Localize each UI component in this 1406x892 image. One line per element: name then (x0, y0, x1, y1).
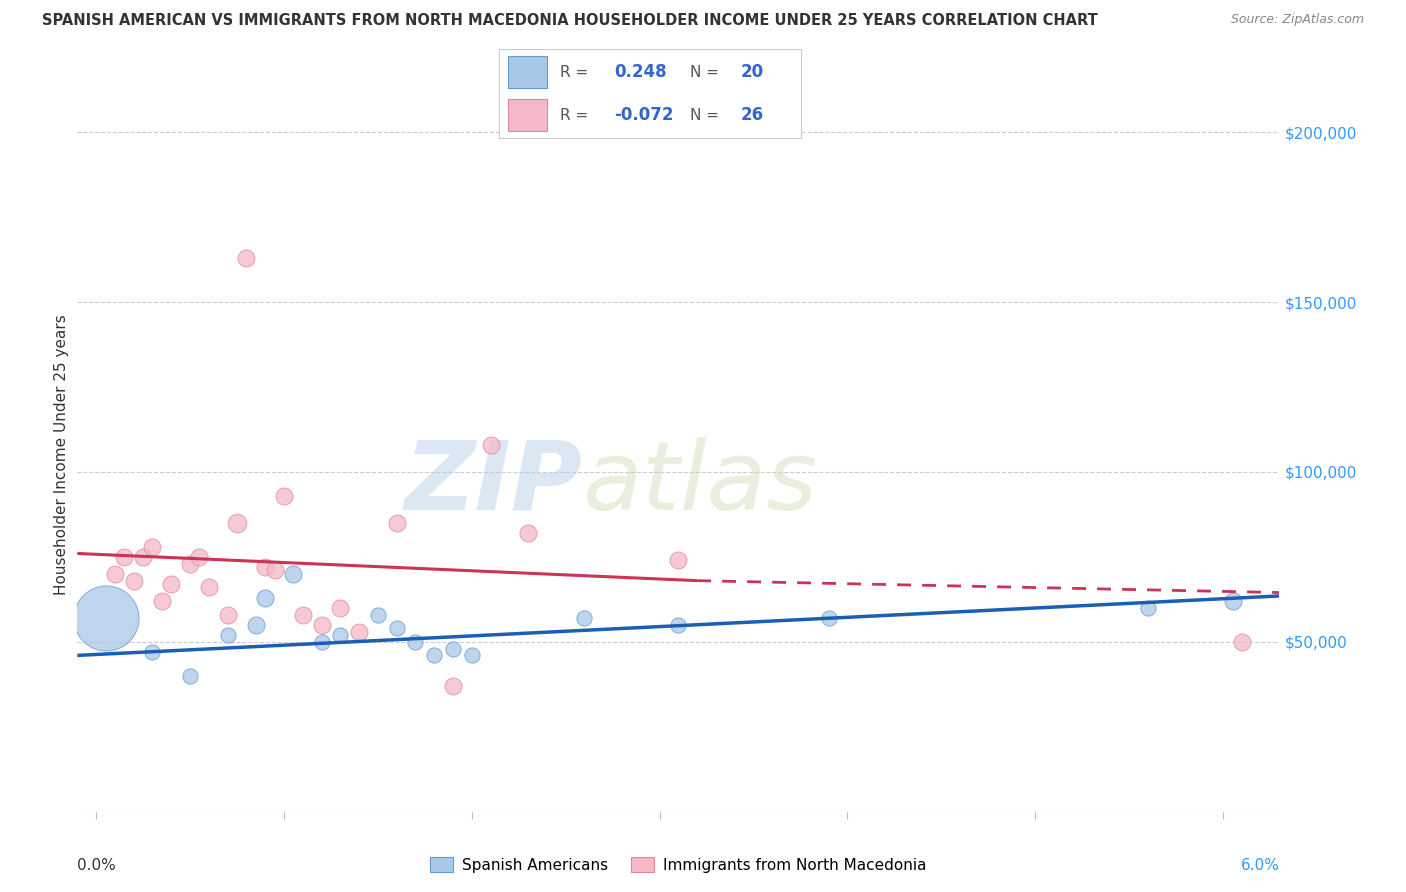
Point (311, 617, 333, 632)
Text: 20: 20 (741, 63, 763, 81)
Point (461, 648, 484, 663)
Point (668, 617, 690, 632)
Point (517, 526, 540, 541)
Point (441, 641, 464, 656)
Point (385, 516, 408, 530)
Point (254, 591, 277, 605)
Text: Source: ZipAtlas.com: Source: ZipAtlas.com (1230, 13, 1364, 27)
Point (1230, 635, 1253, 649)
Point (329, 628, 352, 642)
Text: R =: R = (560, 65, 588, 79)
Y-axis label: Householder Income Under 25 years: Householder Income Under 25 years (53, 315, 69, 595)
Point (329, 600, 352, 615)
Text: 0.0%: 0.0% (77, 858, 117, 873)
Point (217, 628, 239, 642)
Point (479, 438, 502, 452)
Point (141, 540, 163, 554)
Point (347, 624, 370, 639)
Point (291, 607, 314, 622)
Point (112, 549, 135, 564)
Point (668, 553, 690, 567)
Point (104, 566, 127, 581)
Bar (508, 56, 547, 88)
Point (141, 645, 163, 659)
Text: 6.0%: 6.0% (1240, 858, 1279, 873)
Point (817, 611, 839, 625)
Point (273, 489, 295, 503)
Point (235, 251, 257, 265)
Point (311, 635, 333, 649)
Text: 26: 26 (741, 106, 763, 124)
Legend: Spanish Americans, Immigrants from North Macedonia: Spanish Americans, Immigrants from North… (425, 851, 932, 879)
Point (160, 577, 183, 591)
Point (179, 669, 201, 683)
Point (263, 564, 285, 578)
Point (367, 607, 389, 622)
Text: 0.248: 0.248 (614, 63, 666, 81)
Point (441, 679, 464, 693)
Point (574, 611, 596, 625)
Point (122, 574, 145, 588)
Text: R =: R = (560, 108, 588, 122)
Point (150, 594, 173, 608)
Point (423, 648, 446, 663)
Point (188, 549, 211, 564)
Point (198, 581, 221, 595)
Point (254, 560, 277, 574)
Text: N =: N = (689, 65, 718, 79)
Point (1222, 594, 1244, 608)
Point (226, 516, 249, 530)
Point (404, 635, 426, 649)
Point (94, 611, 117, 625)
Point (283, 566, 305, 581)
Bar (508, 99, 547, 131)
Text: atlas: atlas (582, 437, 817, 530)
Text: ZIP: ZIP (405, 437, 582, 530)
Point (217, 607, 239, 622)
Point (179, 557, 201, 571)
Point (1136, 600, 1159, 615)
Point (385, 621, 408, 635)
Text: -0.072: -0.072 (614, 106, 673, 124)
Text: SPANISH AMERICAN VS IMMIGRANTS FROM NORTH MACEDONIA HOUSEHOLDER INCOME UNDER 25 : SPANISH AMERICAN VS IMMIGRANTS FROM NORT… (42, 13, 1098, 29)
Point (132, 549, 155, 564)
Text: N =: N = (689, 108, 718, 122)
Point (245, 617, 267, 632)
